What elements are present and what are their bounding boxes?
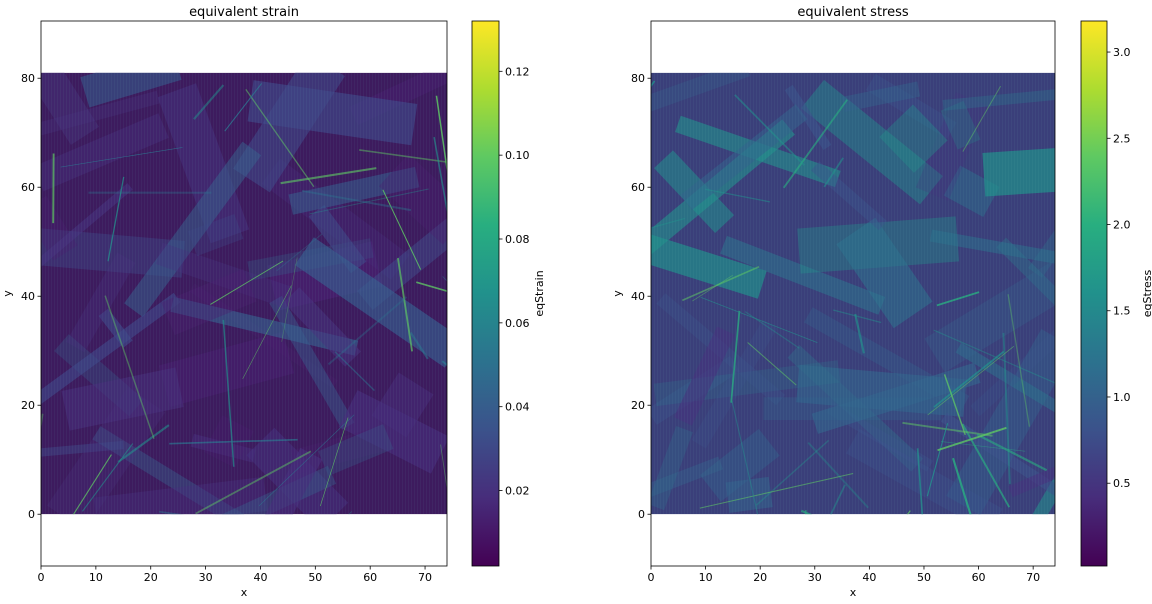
stress-y-tick-label: 80 [631,72,645,85]
strain-colorbar-tick-label: 0.04 [505,401,530,414]
strain-y-tick-label: 40 [21,290,35,303]
stress-colorbar: 0.5 1.0 1.5 2.0 2.5 3.0 eqStress [1080,20,1152,567]
stress-panel: 0 10 20 30 40 50 60 70 0 20 40 60 80 equivalent stres… [611,5,1152,599]
stress-plot-frame [650,20,1056,567]
strain-y-tick-label: 60 [21,181,35,194]
stress-colorbar-tick-label: 1.0 [1113,391,1131,404]
stress-y-tick-label: 20 [631,399,645,412]
stress-x-axis-label: x [850,586,857,599]
stress-colorbar-gradient [1080,20,1108,567]
strain-x-axis-label: x [241,586,248,599]
stress-x-tick-label: 40 [862,571,876,584]
strain-panel: 0 10 20 30 40 50 60 70 0 20 40 60 80 equivalent strai… [1,5,546,599]
stress-x-tick-label: 50 [917,571,931,584]
stress-colorbar-tick-label: 0.5 [1113,477,1131,490]
stress-y-tick-label: 60 [631,181,645,194]
stress-y-tick-label: 0 [638,508,645,521]
strain-colorbar-tick-label: 0.10 [505,149,530,162]
strain-x-tick-label: 20 [144,571,158,584]
stress-title: equivalent stress [797,5,909,20]
strain-y-tick-label: 0 [28,508,35,521]
stress-x-tick-label: 20 [753,571,767,584]
stress-x-tick-label: 0 [648,571,655,584]
stress-y-axis-label: y [611,290,624,297]
strain-y-tick-label: 80 [21,72,35,85]
strain-colorbar-tick-label: 0.02 [505,485,530,498]
stress-x-tick-label: 60 [972,571,986,584]
stress-colorbar-tick-label: 1.5 [1113,305,1131,318]
stress-x-tick-label: 30 [808,571,822,584]
strain-x-tick-label: 10 [89,571,103,584]
strain-colorbar-tick-label: 0.08 [505,233,530,246]
stress-heatmap [651,72,1055,515]
stress-colorbar-tick-label: 2.0 [1113,219,1131,232]
strain-colorbar-gradient [471,20,500,567]
strain-colorbar-label: eqStrain [533,270,546,316]
stress-colorbar-tick-label: 2.5 [1113,132,1131,145]
strain-heatmap [41,72,447,515]
strain-colorbar: 0.02 0.04 0.06 0.08 0.10 0.12 eqStrain [471,20,546,567]
stress-colorbar-tick-label: 3.0 [1113,46,1131,59]
strain-title: equivalent strain [189,5,299,20]
strain-y-tick-label: 20 [21,399,35,412]
strain-x-tick-label: 40 [253,571,267,584]
strain-x-tick-label: 30 [199,571,213,584]
strain-y-axis-label: y [1,290,14,297]
stress-x-tick-label: 70 [1026,571,1040,584]
strain-x-tick-label: 70 [418,571,432,584]
strain-colorbar-tick-label: 0.12 [505,65,530,78]
stress-y-tick-label: 40 [631,290,645,303]
strain-colorbar-tick-label: 0.06 [505,317,530,330]
strain-x-tick-label: 50 [308,571,322,584]
strain-x-tick-label: 0 [38,571,45,584]
stress-colorbar-label: eqStress [1141,269,1152,317]
strain-x-tick-label: 60 [363,571,377,584]
strain-plot-frame [40,20,448,567]
stress-x-tick-label: 10 [699,571,713,584]
